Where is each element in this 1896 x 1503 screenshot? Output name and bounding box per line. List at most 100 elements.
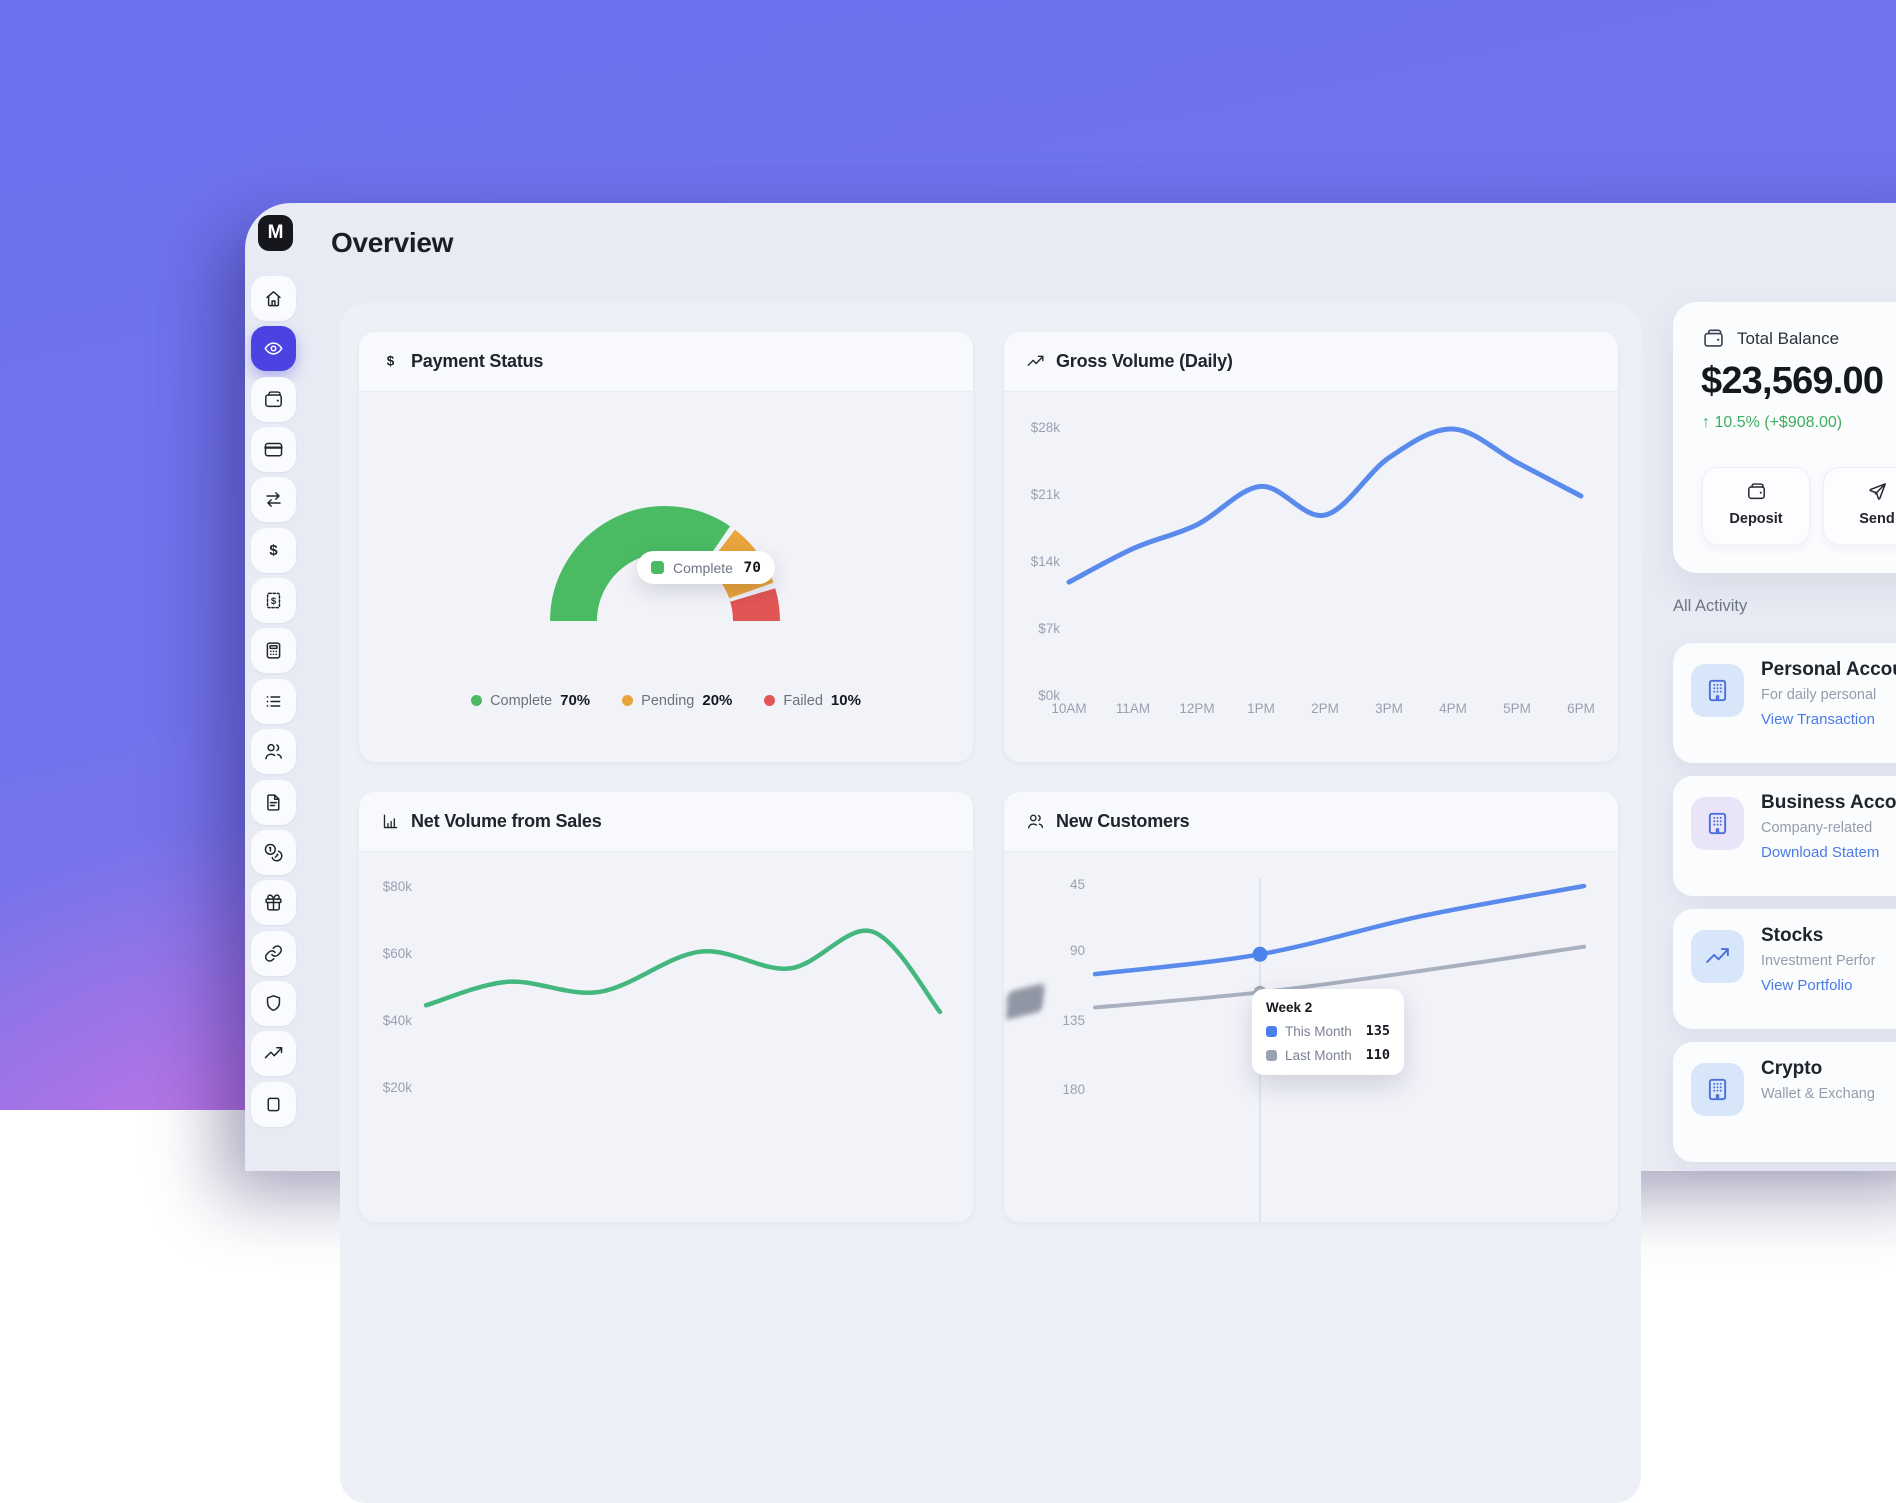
- shield-icon: [263, 993, 284, 1014]
- gauge-tooltip: Complete 70: [637, 551, 775, 584]
- sidebar-item-wallet[interactable]: [251, 377, 296, 422]
- eye-icon: [263, 338, 284, 359]
- x-tick-label: 5PM: [1491, 701, 1543, 716]
- legend-value: 70%: [560, 692, 590, 709]
- sidebar-item-home[interactable]: [251, 276, 296, 321]
- building-icon: [1691, 797, 1744, 850]
- y-tick-label: $7k: [1016, 621, 1060, 636]
- activity-link[interactable]: View Portfolio: [1761, 977, 1852, 994]
- sidebar-item-users[interactable]: [251, 729, 296, 774]
- document-icon: [263, 792, 284, 813]
- send-button[interactable]: Send: [1823, 467, 1896, 545]
- legend-dot: [622, 695, 633, 706]
- total-balance-amount: $23,569.00: [1701, 360, 1883, 403]
- activity-subtitle: Investment Perfor: [1761, 953, 1875, 969]
- deposit-button[interactable]: Deposit: [1702, 467, 1810, 545]
- tooltip-value: 110: [1366, 1047, 1390, 1063]
- activity-subtitle: For daily personal: [1761, 687, 1876, 703]
- send-label: Send: [1824, 511, 1896, 527]
- y-tick-label: $20k: [368, 1080, 412, 1095]
- y-tick-label: $40k: [368, 1013, 412, 1028]
- tooltip-swatch: [651, 561, 664, 574]
- gross-volume-header: Gross Volume (Daily): [1004, 332, 1618, 392]
- sidebar-item-document[interactable]: [251, 780, 296, 825]
- svg-text:$: $: [271, 596, 277, 607]
- svg-text:$: $: [269, 543, 278, 559]
- tooltip-swatch: [1266, 1050, 1277, 1061]
- all-activity-label: All Activity: [1673, 597, 1747, 616]
- sidebar-item-invoice[interactable]: $: [251, 578, 296, 623]
- legend-dot: [764, 695, 775, 706]
- deposit-label: Deposit: [1703, 511, 1809, 527]
- wallet-icon: [1703, 481, 1809, 502]
- tooltip-label: Last Month: [1285, 1048, 1352, 1063]
- sidebar-item-list[interactable]: [251, 679, 296, 724]
- home-icon: [263, 288, 284, 309]
- sidebar-item-eye[interactable]: [251, 326, 296, 371]
- x-tick-label: 1PM: [1235, 701, 1287, 716]
- card-title: Net Volume from Sales: [411, 811, 602, 832]
- invoice-icon: $: [263, 590, 284, 611]
- dollar-icon: $: [263, 540, 284, 561]
- wallet-icon: [263, 389, 284, 410]
- sidebar-item-dollar[interactable]: $: [251, 528, 296, 573]
- send-icon: [1824, 481, 1896, 502]
- total-balance-label: Total Balance: [1737, 329, 1839, 349]
- sidebar-item-credit-card[interactable]: [251, 427, 296, 472]
- sidebar-item-gift[interactable]: [251, 880, 296, 925]
- sidebar-item-partial[interactable]: [251, 1082, 296, 1127]
- activity-link[interactable]: View Transaction: [1761, 711, 1875, 728]
- tooltip-label: Complete: [673, 560, 733, 576]
- card-title: Payment Status: [411, 351, 543, 372]
- y-tick-label: 180: [1041, 1082, 1085, 1097]
- payment-status-card: $ Payment Status Complete 70 Complete 70%…: [359, 332, 973, 762]
- total-balance-change: ↑ 10.5% (+$908.00): [1702, 414, 1842, 432]
- activity-link[interactable]: Download Statem: [1761, 844, 1879, 861]
- legend-label: Complete: [490, 693, 552, 709]
- tooltip-title: Week 2: [1266, 1000, 1390, 1015]
- x-tick-label: 2PM: [1299, 701, 1351, 716]
- trending-up-icon: [263, 1043, 284, 1064]
- tooltip-row: Last Month 110: [1266, 1047, 1390, 1063]
- sidebar-item-calculator[interactable]: [251, 628, 296, 673]
- card-title: New Customers: [1056, 811, 1189, 832]
- activity-subtitle: Wallet & Exchang: [1761, 1086, 1875, 1102]
- transfer-icon: [263, 489, 284, 510]
- x-tick-label: 4PM: [1427, 701, 1479, 716]
- payment-status-header: $ Payment Status: [359, 332, 973, 392]
- sidebar-item-trending-up[interactable]: [251, 1031, 296, 1076]
- activity-title: Stocks: [1761, 925, 1823, 947]
- sidebar-item-link[interactable]: [251, 931, 296, 976]
- legend-dot: [471, 695, 482, 706]
- legend-label: Pending: [641, 693, 694, 709]
- tooltip-label: This Month: [1285, 1024, 1352, 1039]
- x-tick-label: 11AM: [1107, 701, 1159, 716]
- sidebar-item-transfer[interactable]: [251, 477, 296, 522]
- tooltip-swatch: [1266, 1026, 1277, 1037]
- net-volume-header: Net Volume from Sales: [359, 792, 973, 852]
- gross-volume-chart: [1004, 332, 1618, 762]
- sidebar-item-coins[interactable]: [251, 830, 296, 875]
- trending-up-icon: [1691, 930, 1744, 983]
- calculator-icon: [263, 640, 284, 661]
- activity-card-stocks[interactable]: Stocks Investment Perfor View Portfolio: [1673, 909, 1896, 1029]
- gauge-segment-failed: [753, 595, 757, 621]
- app-logo[interactable]: M: [258, 215, 293, 251]
- users-icon: [1026, 812, 1045, 831]
- wallet-icon: [1702, 327, 1725, 350]
- trending-up-icon: [1026, 352, 1045, 371]
- legend-item-complete: Complete 70%: [471, 692, 590, 709]
- sidebar-item-shield[interactable]: [251, 981, 296, 1026]
- legend-label: Failed: [783, 693, 823, 709]
- coins-icon: [263, 842, 284, 863]
- building-icon: [1691, 1063, 1744, 1116]
- y-tick-label: 45: [1041, 877, 1085, 892]
